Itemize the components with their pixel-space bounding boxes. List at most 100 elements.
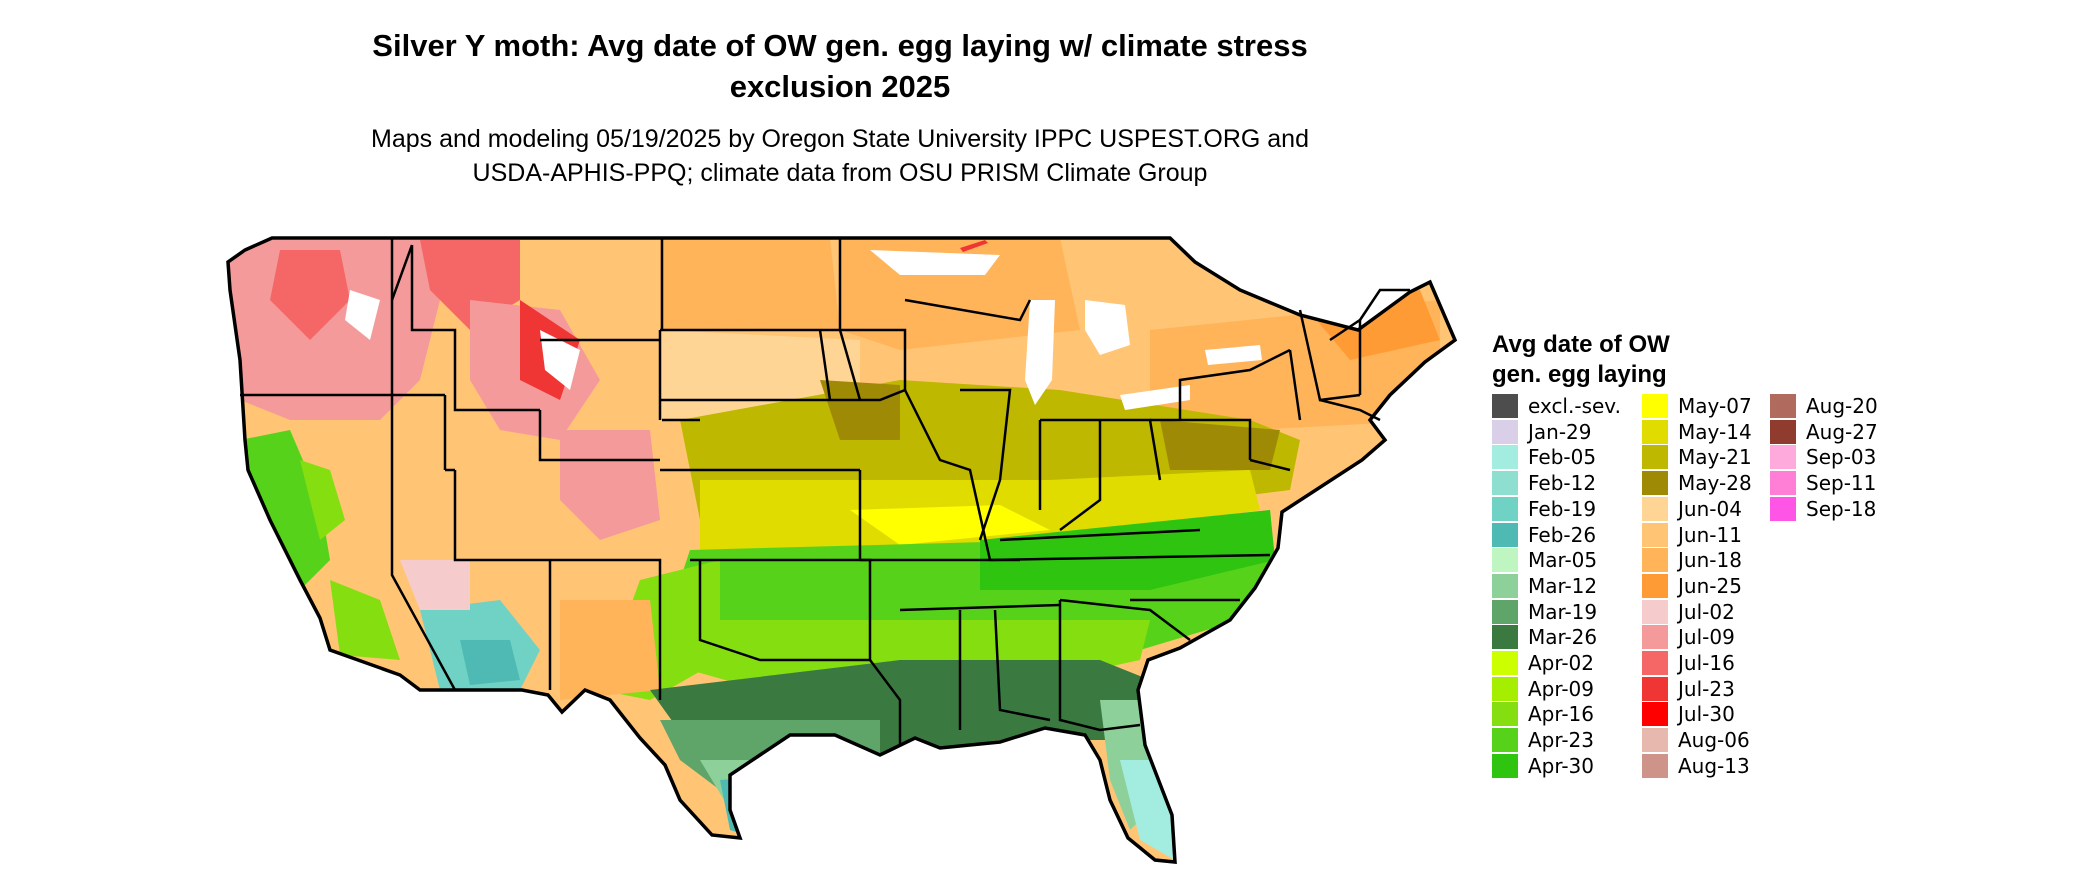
legend-item: Jun-25 (1642, 573, 1742, 599)
map-subtitle-line1: Maps and modeling 05/19/2025 by Oregon S… (371, 125, 1309, 153)
legend-swatch (1642, 651, 1668, 675)
legend-label: Apr-02 (1528, 651, 1594, 675)
legend-item: Jun-04 (1642, 496, 1742, 522)
legend-swatch (1770, 471, 1796, 496)
state-borders (226, 236, 1457, 864)
legend-label: Mar-12 (1528, 573, 1598, 598)
legend-item: Mar-05 (1492, 547, 1597, 573)
legend-item: Feb-26 (1492, 522, 1596, 548)
legend-item: Jul-23 (1642, 676, 1735, 702)
legend-item: Jun-11 (1642, 522, 1742, 548)
legend-swatch (1642, 702, 1668, 727)
legend-swatch (1770, 496, 1796, 521)
legend-item: Apr-30 (1492, 753, 1594, 779)
legend-swatch (1642, 599, 1668, 624)
legend-item: Apr-23 (1492, 727, 1594, 753)
legend-swatch (1492, 548, 1518, 573)
legend-item: Aug-13 (1642, 753, 1750, 779)
legend-title-line2: gen. egg laying (1492, 361, 1667, 388)
lake-ontario (1205, 345, 1262, 365)
legend-swatch (1492, 753, 1518, 778)
legend-swatch (1642, 676, 1668, 701)
legend-label: Jul-30 (1678, 702, 1735, 727)
legend-label: Jul-02 (1678, 599, 1735, 624)
legend-swatch (1642, 728, 1668, 753)
legend-item: May-14 (1642, 419, 1752, 445)
legend-swatch (1642, 471, 1668, 496)
map-title-line2: exclusion 2025 (729, 69, 951, 104)
lake-superior (870, 250, 1000, 275)
legend-label: May-21 (1678, 445, 1752, 470)
legend-swatch (1770, 419, 1796, 444)
legend-label: May-28 (1678, 471, 1752, 496)
legend-label: Sep-18 (1806, 496, 1877, 521)
legend-swatch (1492, 625, 1518, 650)
legend-item: Feb-12 (1492, 470, 1596, 496)
legend-swatch (1492, 651, 1518, 675)
legend-label: Feb-19 (1528, 496, 1597, 521)
lake-erie (1120, 385, 1190, 410)
legend-label: Sep-03 (1806, 445, 1877, 470)
legend-label: Jul-16 (1678, 651, 1735, 675)
map-title-line1: Silver Y moth: Avg date of OW gen. egg l… (372, 28, 1308, 63)
legend-item: May-28 (1642, 470, 1752, 496)
legend-item: Jan-29 (1492, 419, 1592, 445)
legend-label: Aug-20 (1806, 394, 1878, 418)
legend-label: Apr-09 (1528, 676, 1594, 701)
legend-item: May-07 (1642, 393, 1752, 419)
legend-item: Aug-20 (1770, 393, 1878, 419)
legend-label: Jun-04 (1678, 496, 1742, 521)
legend-swatch (1770, 394, 1796, 418)
legend-item: Mar-19 (1492, 599, 1597, 625)
lake-huron (1085, 300, 1130, 355)
legend-swatch (1642, 419, 1668, 444)
legend-label: Mar-26 (1528, 625, 1598, 650)
legend-item: Feb-05 (1492, 444, 1596, 470)
legend-swatch (1642, 753, 1668, 778)
legend-label: Jun-25 (1678, 573, 1742, 598)
legend-swatch (1492, 419, 1518, 444)
legend-swatch (1492, 702, 1518, 727)
legend-item: Apr-09 (1492, 676, 1594, 702)
legend-swatch (1492, 573, 1518, 598)
legend-label: excl.-sev. (1528, 394, 1621, 418)
legend-label: Jan-29 (1528, 419, 1592, 444)
legend-swatch (1642, 496, 1668, 521)
legend-item: Apr-16 (1492, 701, 1594, 727)
legend-swatch (1492, 522, 1518, 547)
legend-swatch (1492, 471, 1518, 496)
legend-label: Feb-12 (1528, 471, 1597, 496)
legend-item: Feb-19 (1492, 496, 1596, 522)
legend-swatch (1492, 496, 1518, 521)
legend-swatch (1492, 676, 1518, 701)
legend-item: Apr-02 (1492, 650, 1594, 676)
legend-swatch (1642, 625, 1668, 650)
legend-swatch (1492, 599, 1518, 624)
legend-item: Jul-30 (1642, 701, 1735, 727)
legend-item: Jun-18 (1642, 547, 1742, 573)
legend-label: Jun-11 (1678, 522, 1742, 547)
legend-label: Sep-11 (1806, 471, 1877, 496)
legend-label: May-14 (1678, 419, 1752, 444)
map-subtitle-line2: USDA-APHIS-PPQ; climate data from OSU PR… (472, 159, 1208, 187)
legend-label: Apr-30 (1528, 753, 1594, 778)
legend-item: Jul-02 (1642, 599, 1735, 625)
legend-label: Jul-23 (1678, 676, 1735, 701)
legend-label: Aug-27 (1806, 419, 1878, 444)
legend-item: Sep-03 (1770, 444, 1876, 470)
legend-item: Sep-11 (1770, 470, 1876, 496)
legend-item: Jul-16 (1642, 650, 1735, 676)
legend-item: Aug-27 (1770, 419, 1878, 445)
legend-item: Mar-12 (1492, 573, 1597, 599)
legend-swatch (1492, 728, 1518, 753)
legend-item: Jul-09 (1642, 624, 1735, 650)
lake-michigan (1025, 300, 1055, 405)
legend-item: excl.-sev. (1492, 393, 1621, 419)
legend-label: Apr-23 (1528, 728, 1594, 753)
legend-label: Jul-09 (1678, 625, 1735, 650)
legend-label: Aug-06 (1678, 728, 1750, 753)
isle-royale (960, 240, 988, 252)
legend-item: Sep-18 (1770, 496, 1876, 522)
legend-label: Feb-26 (1528, 522, 1597, 547)
